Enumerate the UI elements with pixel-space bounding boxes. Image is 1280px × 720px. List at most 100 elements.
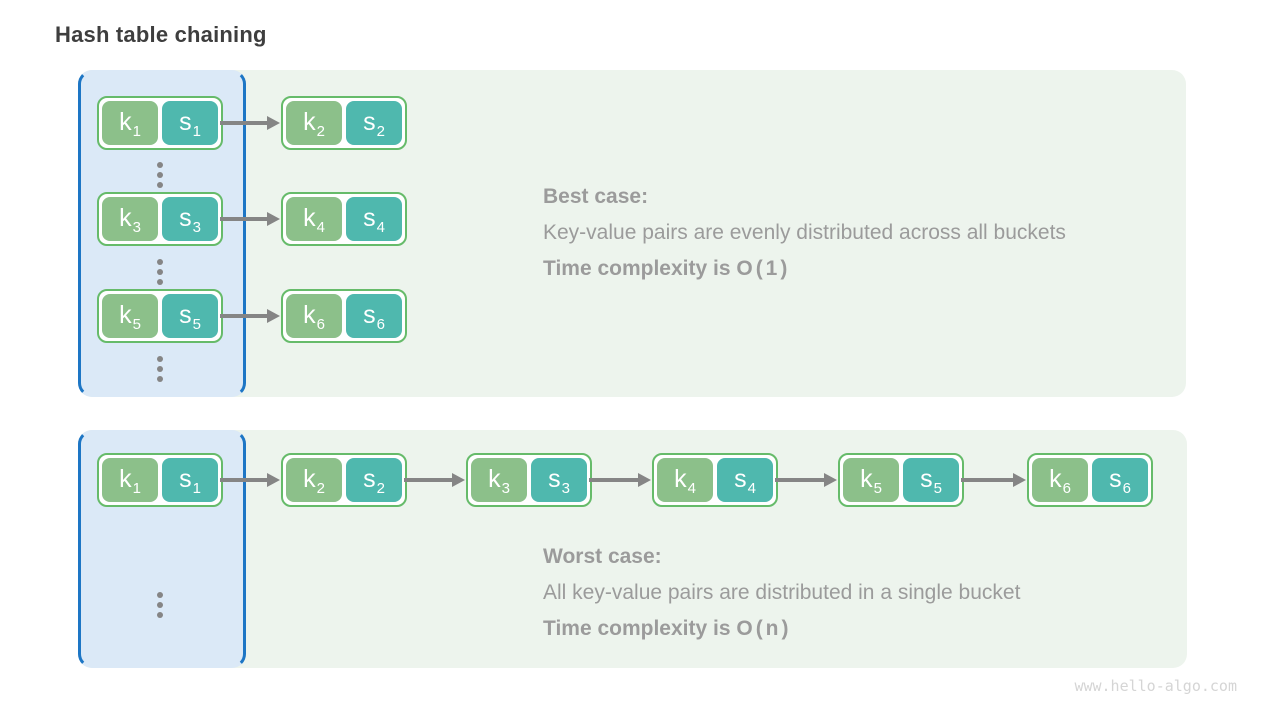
key-cell: k4 (657, 458, 713, 502)
key-subscript: 2 (316, 123, 325, 140)
key-value-pair: k3 s3 (466, 453, 592, 507)
value-subscript: 5 (192, 316, 201, 333)
dot (157, 376, 163, 382)
key-cell: k4 (286, 197, 342, 241)
key-cell: k2 (286, 458, 342, 502)
dot (157, 356, 163, 362)
key-value-pair: k3 s3 (97, 192, 223, 246)
key-cell: k6 (1032, 458, 1088, 502)
value-subscript: 1 (192, 480, 201, 497)
key-cell: k1 (102, 458, 158, 502)
value-cell: s6 (346, 294, 402, 338)
next-pointer-arrow (220, 478, 267, 482)
page-title: Hash table chaining (55, 22, 267, 47)
key-subscript: 1 (132, 480, 141, 497)
value-subscript: 4 (376, 219, 385, 236)
case-label: Worst case: (543, 545, 662, 568)
dot (157, 366, 163, 372)
key-value-pair: k6 s6 (281, 289, 407, 343)
dot (157, 592, 163, 598)
key-subscript: 1 (132, 123, 141, 140)
key-subscript: 5 (132, 316, 141, 333)
key-cell: k5 (843, 458, 899, 502)
key-subscript: 4 (687, 480, 696, 497)
dot (157, 182, 163, 188)
ellipsis-dots (157, 259, 163, 285)
key-value-pair: k2 s2 (281, 453, 407, 507)
big-o-notation: O(1) (736, 257, 791, 280)
dot (157, 612, 163, 618)
value-cell: s4 (717, 458, 773, 502)
key-value-pair: k2 s2 (281, 96, 407, 150)
value-cell: s6 (1092, 458, 1148, 502)
next-pointer-arrow (589, 478, 638, 482)
key-subscript: 3 (501, 480, 510, 497)
complexity-prefix: Time complexity is (543, 617, 737, 640)
value-cell: s2 (346, 101, 402, 145)
value-subscript: 2 (376, 480, 385, 497)
value-cell: s4 (346, 197, 402, 241)
watermark: www.hello-algo.com (1074, 677, 1237, 695)
dot (157, 279, 163, 285)
key-value-pair: k4 s4 (281, 192, 407, 246)
key-cell: k6 (286, 294, 342, 338)
key-value-pair: k4 s4 (652, 453, 778, 507)
complexity-line: Time complexity is O(n) (543, 611, 1163, 647)
case-label: Best case: (543, 185, 649, 208)
next-pointer-arrow (775, 478, 824, 482)
value-cell: s5 (162, 294, 218, 338)
next-pointer-arrow (961, 478, 1013, 482)
next-pointer-arrow (220, 121, 267, 125)
value-cell: s3 (531, 458, 587, 502)
value-subscript: 6 (1122, 480, 1131, 497)
value-subscript: 1 (192, 123, 201, 140)
key-cell: k1 (102, 101, 158, 145)
complexity-prefix: Time complexity is (543, 257, 737, 280)
key-value-pair: k1 s1 (97, 453, 223, 507)
best-case-caption: Best case: Key-value pairs are evenly di… (543, 179, 1163, 287)
key-subscript: 2 (316, 480, 325, 497)
key-subscript: 6 (1062, 480, 1071, 497)
next-pointer-arrow (220, 217, 267, 221)
dot (157, 602, 163, 608)
value-subscript: 6 (376, 316, 385, 333)
key-cell: k3 (471, 458, 527, 502)
value-cell: s2 (346, 458, 402, 502)
value-subscript: 2 (376, 123, 385, 140)
next-pointer-arrow (404, 478, 452, 482)
key-value-pair: k1 s1 (97, 96, 223, 150)
ellipsis-dots (157, 356, 163, 382)
key-value-pair: k6 s6 (1027, 453, 1153, 507)
worst-case-panel (78, 430, 1187, 668)
value-cell: s3 (162, 197, 218, 241)
value-cell: s1 (162, 458, 218, 502)
ellipsis-dots (157, 162, 163, 188)
key-value-pair: k5 s5 (97, 289, 223, 343)
complexity-line: Time complexity is O(1) (543, 251, 1163, 287)
next-pointer-arrow (220, 314, 267, 318)
value-cell: s1 (162, 101, 218, 145)
value-subscript: 5 (933, 480, 942, 497)
key-cell: k5 (102, 294, 158, 338)
value-subscript: 3 (561, 480, 570, 497)
key-subscript: 4 (316, 219, 325, 236)
case-description: All key-value pairs are distributed in a… (543, 581, 1021, 604)
key-value-pair: k5 s5 (838, 453, 964, 507)
dot (157, 269, 163, 275)
key-cell: k3 (102, 197, 158, 241)
dot (157, 259, 163, 265)
key-subscript: 5 (873, 480, 882, 497)
dot (157, 172, 163, 178)
case-description: Key-value pairs are evenly distributed a… (543, 221, 1066, 244)
ellipsis-dots (157, 592, 163, 618)
worst-case-caption: Worst case: All key-value pairs are dist… (543, 539, 1163, 647)
key-subscript: 6 (316, 316, 325, 333)
key-cell: k2 (286, 101, 342, 145)
value-cell: s5 (903, 458, 959, 502)
dot (157, 162, 163, 168)
value-subscript: 3 (192, 219, 201, 236)
key-subscript: 3 (132, 219, 141, 236)
big-o-notation: O(n) (736, 617, 792, 640)
value-subscript: 4 (747, 480, 756, 497)
